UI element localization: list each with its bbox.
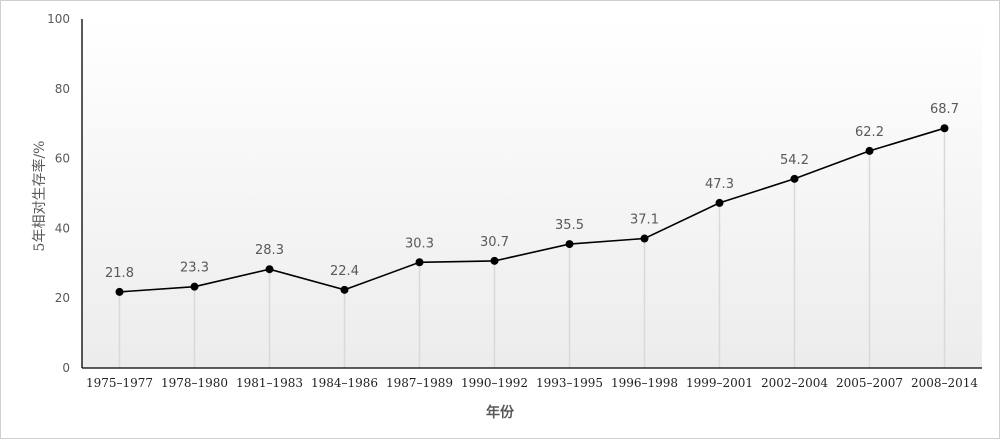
y-tick-label: 20 — [55, 291, 70, 305]
data-label: 28.3 — [255, 243, 284, 258]
x-axis-label: 年份 — [486, 404, 515, 421]
data-label: 68.7 — [930, 102, 959, 117]
y-tick-label: 100 — [47, 12, 70, 26]
data-label: 30.3 — [405, 236, 434, 251]
data-label: 47.3 — [705, 177, 734, 192]
data-label: 54.2 — [780, 153, 809, 168]
x-tick-label: 2008–2014 — [911, 376, 978, 390]
data-label: 30.7 — [480, 235, 509, 250]
data-point — [340, 285, 349, 294]
x-tick-label: 1975–1977 — [86, 376, 153, 390]
x-tick-label: 1981–1983 — [236, 376, 303, 390]
plot-area — [82, 19, 982, 368]
data-points — [115, 124, 949, 296]
axes — [81, 19, 982, 369]
data-point — [115, 287, 124, 296]
x-tick-label: 1990–1992 — [461, 376, 528, 390]
y-axis-label: 5年相对生存率/% — [31, 141, 48, 252]
data-point — [640, 234, 649, 243]
data-point — [565, 240, 574, 249]
data-label: 37.1 — [630, 213, 659, 228]
x-tick-label: 2002–2004 — [761, 376, 828, 390]
data-point — [940, 124, 949, 133]
x-tick-label: 2005–2007 — [836, 376, 903, 390]
data-point — [415, 258, 424, 267]
data-point — [790, 174, 799, 183]
data-point — [490, 256, 499, 265]
data-label: 35.5 — [555, 218, 584, 233]
data-point — [190, 282, 199, 291]
data-point — [715, 198, 724, 207]
x-tick-label: 1999–2001 — [686, 376, 753, 390]
x-tick-label: 1996–1998 — [611, 376, 678, 390]
y-tick-label: 80 — [55, 82, 70, 96]
x-tick-labels: 1975–1977 1978–1980 1981–1983 1984–1986 1987… — [86, 376, 978, 390]
y-tick-labels: 0 20 40 60 80 100 — [47, 12, 70, 375]
y-tick-label: 40 — [55, 221, 70, 235]
data-point — [865, 146, 874, 155]
data-label: 21.8 — [105, 266, 134, 281]
series-line — [119, 127, 945, 293]
data-label: 62.2 — [855, 125, 884, 140]
data-label: 23.3 — [180, 261, 209, 276]
x-tick-label: 1978–1980 — [161, 376, 228, 390]
data-labels: 21.8 23.3 28.3 22.4 30.3 30.7 35.5 37.1 47.3 54.2… — [105, 102, 959, 281]
data-label: 22.4 — [330, 264, 359, 279]
data-point — [265, 265, 274, 274]
x-tick-label: 1993–1995 — [536, 376, 603, 390]
x-tick-label: 1987–1989 — [386, 376, 453, 390]
drop-lines — [118, 128, 946, 368]
y-tick-label: 60 — [55, 152, 70, 166]
series-line-path — [119, 127, 945, 293]
x-tick-label: 1984–1986 — [311, 376, 378, 390]
y-tick-label: 0 — [62, 361, 70, 375]
